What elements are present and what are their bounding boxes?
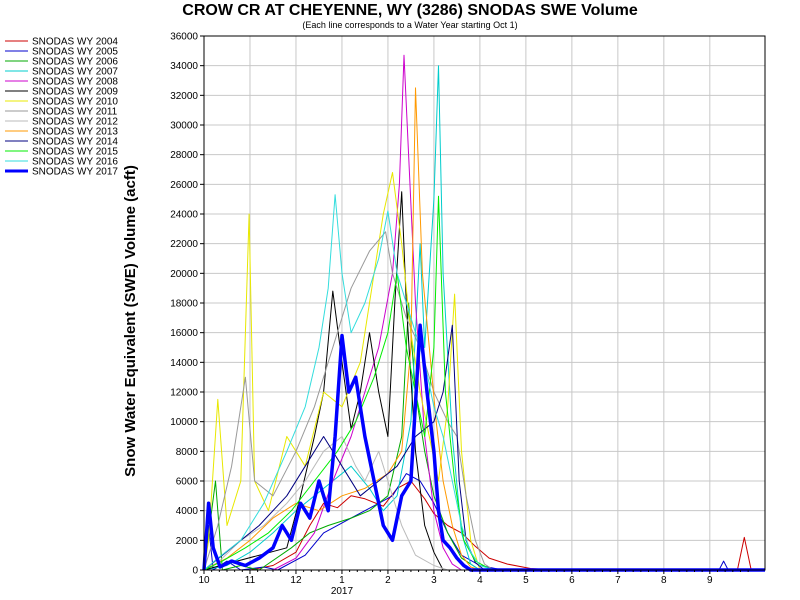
y-tick-label: 36000 <box>170 32 198 43</box>
series-line-snodas-wy-2012 <box>203 436 765 571</box>
legend-entry: SNODAS WY 2017 <box>32 167 118 178</box>
y-tick-label: 6000 <box>176 477 199 488</box>
x-tick-label: 9 <box>707 575 713 586</box>
x-tick-label: 3 <box>431 575 437 586</box>
y-tick-label: 0 <box>192 566 198 577</box>
legend-entry: SNODAS WY 2009 <box>32 87 118 98</box>
x-tick-label: 7 <box>615 575 621 586</box>
series-line-snodas-wy-2013 <box>203 87 765 571</box>
y-tick-label: 24000 <box>170 210 198 221</box>
series-line-snodas-wy-2007 <box>203 65 765 571</box>
chart-subtitle: (Each line corresponds to a Water Year s… <box>302 20 518 30</box>
x-tick-label: 11 <box>245 575 256 586</box>
series-line-snodas-wy-2011 <box>203 231 765 571</box>
x-tick-label: 4 <box>477 575 483 586</box>
chart-title: CROW CR AT CHEYENNE, WY (3286) SNODAS SW… <box>182 2 638 19</box>
x-axis-year-label: 2017 <box>331 586 354 597</box>
y-axis-ticks: 0 2000 4000 6000 8000 10000 12000 14000 16000 180… <box>170 32 204 577</box>
series-line-snodas-wy-2015 <box>203 195 765 571</box>
y-tick-label: 16000 <box>170 328 198 339</box>
legend-entry: SNODAS WY 2004 <box>32 37 118 48</box>
y-tick-label: 8000 <box>176 447 199 458</box>
y-tick-label: 14000 <box>170 358 198 369</box>
x-tick-label: 8 <box>661 575 667 586</box>
series-line-snodas-wy-2017 <box>202 323 765 572</box>
y-tick-label: 12000 <box>170 388 198 399</box>
legend-entry: SNODAS WY 2010 <box>32 97 118 108</box>
x-tick-label: 1 <box>339 575 345 586</box>
legend-entry: SNODAS WY 2006 <box>32 57 118 68</box>
y-tick-label: 22000 <box>170 239 198 250</box>
legend-entry: SNODAS WY 2007 <box>32 67 118 78</box>
x-tick-label: 5 <box>523 575 529 586</box>
y-tick-label: 30000 <box>170 121 198 132</box>
y-tick-label: 34000 <box>170 61 198 72</box>
y-tick-label: 18000 <box>170 299 198 310</box>
legend-entry: SNODAS WY 2011 <box>32 107 118 118</box>
x-axis-ticks: 10 11 12 1 2 3 4 5 6 7 8 9 <box>198 570 749 586</box>
legend-entry: SNODAS WY 2005 <box>32 47 118 58</box>
series-line-snodas-wy-2009 <box>203 191 765 571</box>
legend-entry: SNODAS WY 2008 <box>32 77 118 88</box>
series-layer <box>202 54 765 572</box>
x-tick-label: 10 <box>198 575 210 586</box>
y-tick-label: 32000 <box>170 91 198 102</box>
y-tick-label: 4000 <box>176 506 199 517</box>
grid-lines <box>204 36 765 570</box>
legend-entry: SNODAS WY 2016 <box>32 157 118 168</box>
legend-entry: SNODAS WY 2012 <box>32 117 118 128</box>
x-tick-label: 2 <box>385 575 391 586</box>
y-tick-label: 26000 <box>170 180 198 191</box>
legend-entry: SNODAS WY 2014 <box>32 137 118 148</box>
legend-entry: SNODAS WY 2015 <box>32 147 118 158</box>
x-tick-label: 6 <box>569 575 575 586</box>
y-axis-label: Snow Water Equivalent (SWE) Volume (acft… <box>122 165 139 477</box>
legend-entry: SNODAS WY 2013 <box>32 127 118 138</box>
series-line-snodas-wy-2008 <box>204 54 765 571</box>
y-tick-label: 20000 <box>170 269 198 280</box>
series-line-snodas-wy-2016 <box>203 194 765 571</box>
y-tick-label: 28000 <box>170 150 198 161</box>
y-tick-label: 2000 <box>176 536 199 547</box>
y-tick-label: 10000 <box>170 417 198 428</box>
x-tick-label: 12 <box>290 575 302 586</box>
